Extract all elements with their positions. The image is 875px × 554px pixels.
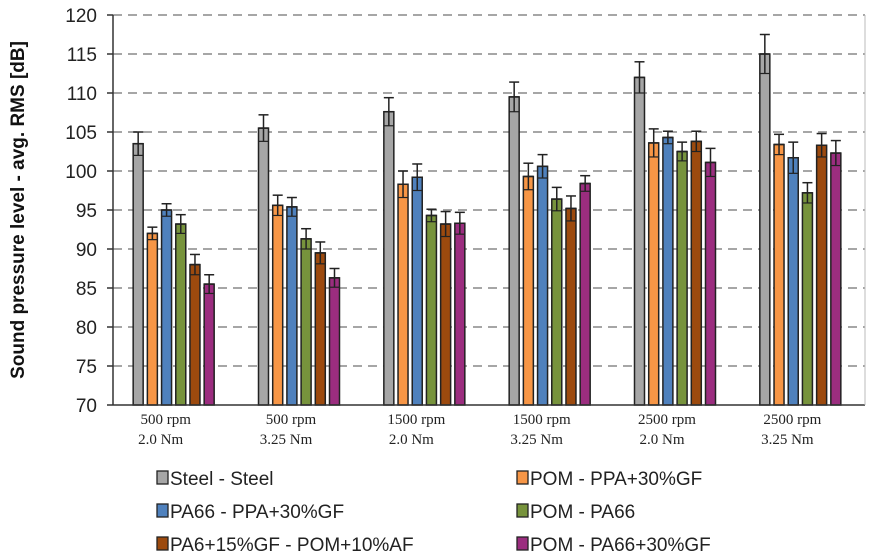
bar	[146, 232, 159, 406]
legend-swatch	[156, 536, 169, 551]
bar	[203, 283, 215, 406]
bar	[662, 136, 674, 406]
legend-label: Steel - Steel	[170, 469, 274, 490]
legend-swatch	[516, 536, 529, 551]
legend-label: PA66 - PPA+30%GF	[170, 502, 344, 523]
legend-swatch	[156, 503, 169, 518]
bars	[132, 33, 842, 406]
bar	[328, 277, 341, 406]
bar	[160, 209, 173, 406]
bar	[286, 206, 298, 406]
category-label: 500 rpm	[266, 412, 317, 428]
legend-label: PA6+15%GF - POM+10%AF	[170, 535, 414, 554]
y-axis-label: Sound pressure level - avg. RMS [dB]	[8, 41, 29, 379]
bar	[536, 165, 549, 406]
y-tick-label: 70	[76, 396, 97, 417]
legend-label: POM - PA66	[530, 502, 635, 523]
category-label: 3.25 Nm	[510, 432, 563, 448]
bar	[175, 223, 187, 406]
bar	[411, 176, 423, 406]
category-label: 2.0 Nm	[389, 432, 434, 448]
legend-swatch	[156, 470, 169, 485]
bar	[425, 214, 438, 406]
y-axis-ticks: 70 75 80 85 90 95 100 105 110 115 120	[65, 6, 97, 417]
category-label: 1500 rpm	[513, 412, 571, 428]
category-label: 3.25 Nm	[761, 432, 814, 448]
y-tick-label: 80	[76, 318, 97, 339]
category-label: 2500 rpm	[638, 412, 696, 428]
bar	[801, 192, 814, 406]
bar	[676, 150, 688, 406]
y-tick-label: 100	[65, 162, 97, 183]
bar	[271, 204, 284, 406]
y-tick-label: 75	[76, 357, 97, 378]
legend-swatch	[516, 470, 529, 485]
y-tick-label: 120	[65, 6, 97, 27]
category-label: 500 rpm	[140, 412, 191, 428]
category-label: 2.0 Nm	[138, 432, 183, 448]
bar	[397, 183, 409, 406]
bar	[132, 142, 144, 406]
bar	[454, 222, 466, 406]
bar	[759, 53, 771, 406]
bar	[830, 152, 842, 406]
axes	[107, 14, 866, 406]
bar	[551, 198, 563, 406]
legend-label: POM - PA66+30%GF	[530, 535, 711, 554]
bar	[300, 238, 312, 406]
y-tick-label: 95	[76, 201, 97, 222]
legend: Steel - Steel POM - PPA+30%GF PA66 - PPA+3…	[156, 469, 711, 554]
bar	[189, 263, 201, 406]
bar	[647, 142, 660, 406]
bar	[815, 144, 828, 406]
category-labels: 500 rpm 2.0 Nm 500 rpm 3.25 Nm 1500 rpm 2.0 N…	[138, 412, 821, 448]
y-tick-label: 105	[65, 123, 97, 144]
y-tick-label: 115	[67, 45, 97, 66]
gridlines	[113, 14, 865, 367]
y-tick-label: 110	[67, 84, 97, 105]
bar	[439, 223, 452, 406]
y-tick-label: 85	[76, 279, 97, 300]
category-label: 3.25 Nm	[260, 432, 313, 448]
bar	[633, 76, 646, 406]
bar	[773, 143, 785, 406]
bar	[522, 175, 535, 406]
bar	[383, 110, 395, 406]
bar	[690, 140, 703, 406]
category-label: 1500 rpm	[387, 412, 445, 428]
y-tick-label: 90	[76, 240, 97, 261]
bar	[314, 252, 327, 406]
bar	[508, 96, 520, 406]
bar	[787, 156, 799, 406]
bar	[704, 161, 717, 406]
bar	[579, 182, 591, 406]
bar	[565, 207, 577, 406]
bar	[257, 127, 270, 406]
legend-swatch	[516, 503, 529, 518]
legend-label: POM - PPA+30%GF	[530, 469, 702, 490]
category-label: 2500 rpm	[763, 412, 821, 428]
category-label: 2.0 Nm	[640, 432, 685, 448]
